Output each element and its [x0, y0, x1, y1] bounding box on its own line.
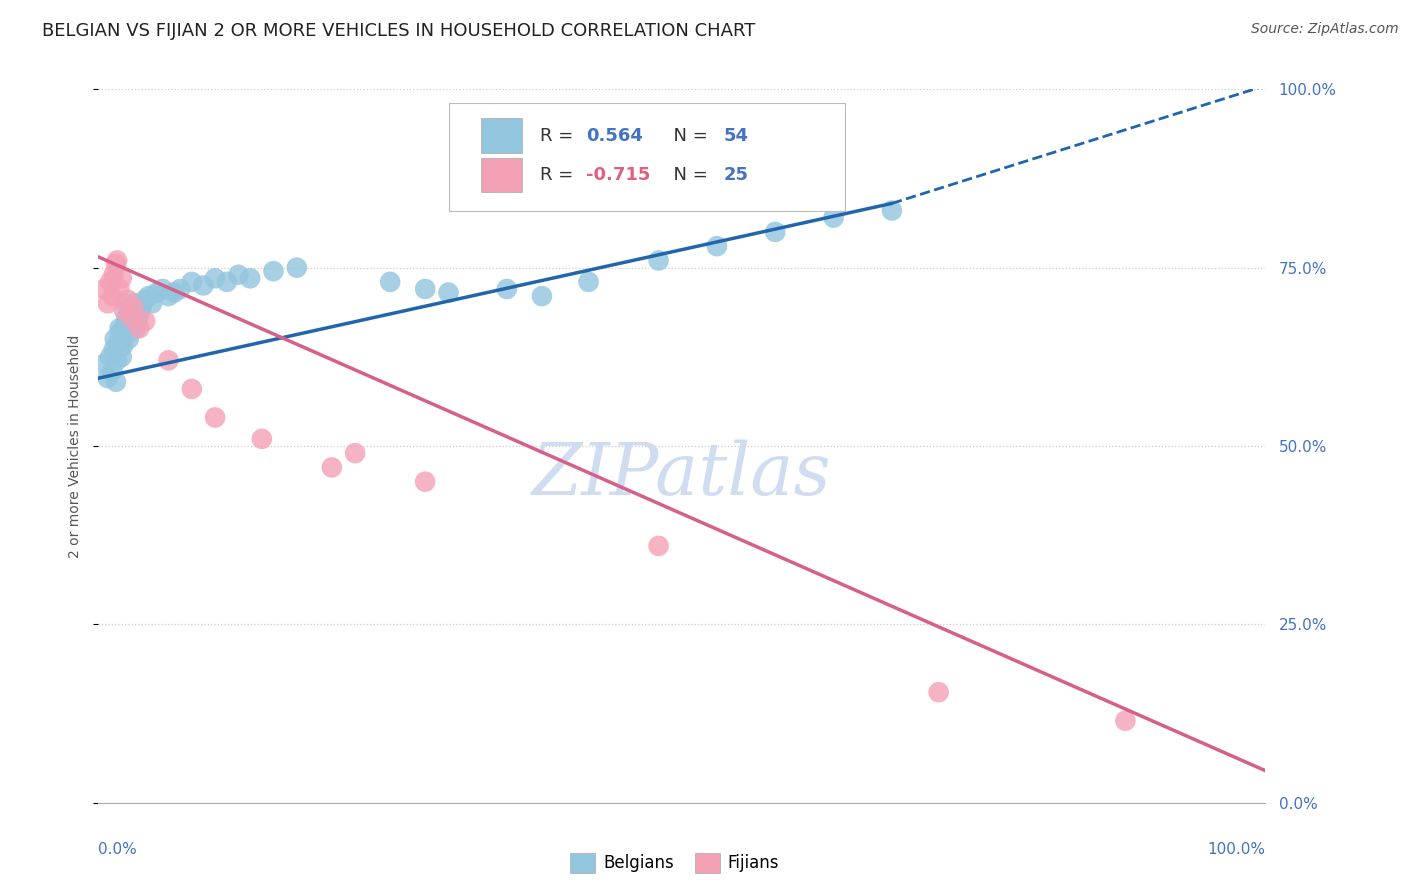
Point	[98, 275, 121, 289]
Point	[122, 303, 145, 318]
Point	[1114, 714, 1136, 728]
Point	[530, 289, 553, 303]
Text: Source: ZipAtlas.com: Source: ZipAtlas.com	[1251, 22, 1399, 37]
Text: N =: N =	[662, 127, 714, 145]
Point	[262, 264, 284, 278]
Point	[112, 328, 135, 343]
Point	[125, 314, 148, 328]
Y-axis label: 2 or more Vehicles in Household: 2 or more Vehicles in Household	[69, 334, 83, 558]
Point	[118, 325, 141, 339]
Point	[138, 289, 160, 303]
Text: 0.0%: 0.0%	[98, 842, 138, 857]
Point	[131, 300, 153, 314]
Point	[157, 353, 180, 368]
Legend: Belgians, Fijians: Belgians, Fijians	[564, 847, 786, 880]
Point	[104, 375, 127, 389]
Point	[928, 685, 950, 699]
Point	[124, 296, 146, 310]
Point	[321, 460, 343, 475]
Point	[103, 268, 125, 282]
Point	[134, 314, 156, 328]
Point	[578, 275, 600, 289]
Point	[647, 253, 669, 268]
Point	[101, 364, 124, 378]
Text: 54: 54	[724, 127, 749, 145]
Point	[146, 285, 169, 300]
Point	[121, 310, 143, 325]
Point	[413, 282, 436, 296]
Point	[285, 260, 308, 275]
Text: R =: R =	[540, 166, 578, 184]
Point	[111, 350, 134, 364]
Point	[163, 285, 186, 300]
Point	[193, 278, 215, 293]
Point	[204, 410, 226, 425]
Point	[125, 321, 148, 335]
Point	[114, 318, 136, 332]
Text: BELGIAN VS FIJIAN 2 OR MORE VEHICLES IN HOUSEHOLD CORRELATION CHART: BELGIAN VS FIJIAN 2 OR MORE VEHICLES IN …	[42, 22, 755, 40]
Point	[180, 275, 202, 289]
Point	[880, 203, 903, 218]
Text: -0.715: -0.715	[586, 166, 651, 184]
Point	[152, 282, 174, 296]
Point	[180, 382, 202, 396]
Point	[104, 257, 127, 271]
Point	[111, 271, 134, 285]
Point	[111, 339, 134, 353]
Bar	[481, 119, 522, 153]
Point	[706, 239, 728, 253]
Point	[115, 310, 138, 325]
Point	[110, 325, 132, 339]
Point	[104, 332, 127, 346]
Point	[250, 432, 273, 446]
Point	[120, 318, 142, 332]
Point	[378, 275, 402, 289]
Point	[344, 446, 367, 460]
Text: 25: 25	[724, 166, 749, 184]
Text: ZIPatlas: ZIPatlas	[531, 439, 832, 510]
Point	[108, 321, 131, 335]
Point	[204, 271, 226, 285]
Point	[647, 539, 669, 553]
Point	[93, 282, 115, 296]
Point	[495, 282, 517, 296]
Point	[108, 282, 131, 296]
FancyBboxPatch shape	[449, 103, 845, 211]
Point	[117, 293, 139, 307]
Text: 100.0%: 100.0%	[1208, 842, 1265, 857]
Point	[215, 275, 238, 289]
Bar	[481, 158, 522, 192]
Text: 0.564: 0.564	[586, 127, 643, 145]
Point	[120, 310, 142, 325]
Point	[157, 289, 180, 303]
Point	[141, 296, 163, 310]
Point	[128, 307, 150, 321]
Point	[118, 332, 141, 346]
Point	[128, 321, 150, 335]
Point	[117, 300, 139, 314]
Point	[103, 343, 125, 357]
Point	[105, 353, 128, 368]
Point	[93, 357, 115, 371]
Point	[437, 285, 460, 300]
Point	[823, 211, 845, 225]
Point	[107, 335, 129, 350]
Point	[101, 289, 124, 303]
Point	[98, 350, 121, 364]
Point	[134, 293, 156, 307]
Point	[763, 225, 786, 239]
Text: N =: N =	[662, 166, 714, 184]
Point	[97, 371, 120, 385]
Point	[97, 296, 120, 310]
Point	[122, 300, 145, 314]
Text: R =: R =	[540, 127, 578, 145]
Point	[413, 475, 436, 489]
Point	[239, 271, 262, 285]
Point	[105, 253, 128, 268]
Point	[228, 268, 250, 282]
Point	[112, 303, 135, 318]
Point	[169, 282, 191, 296]
